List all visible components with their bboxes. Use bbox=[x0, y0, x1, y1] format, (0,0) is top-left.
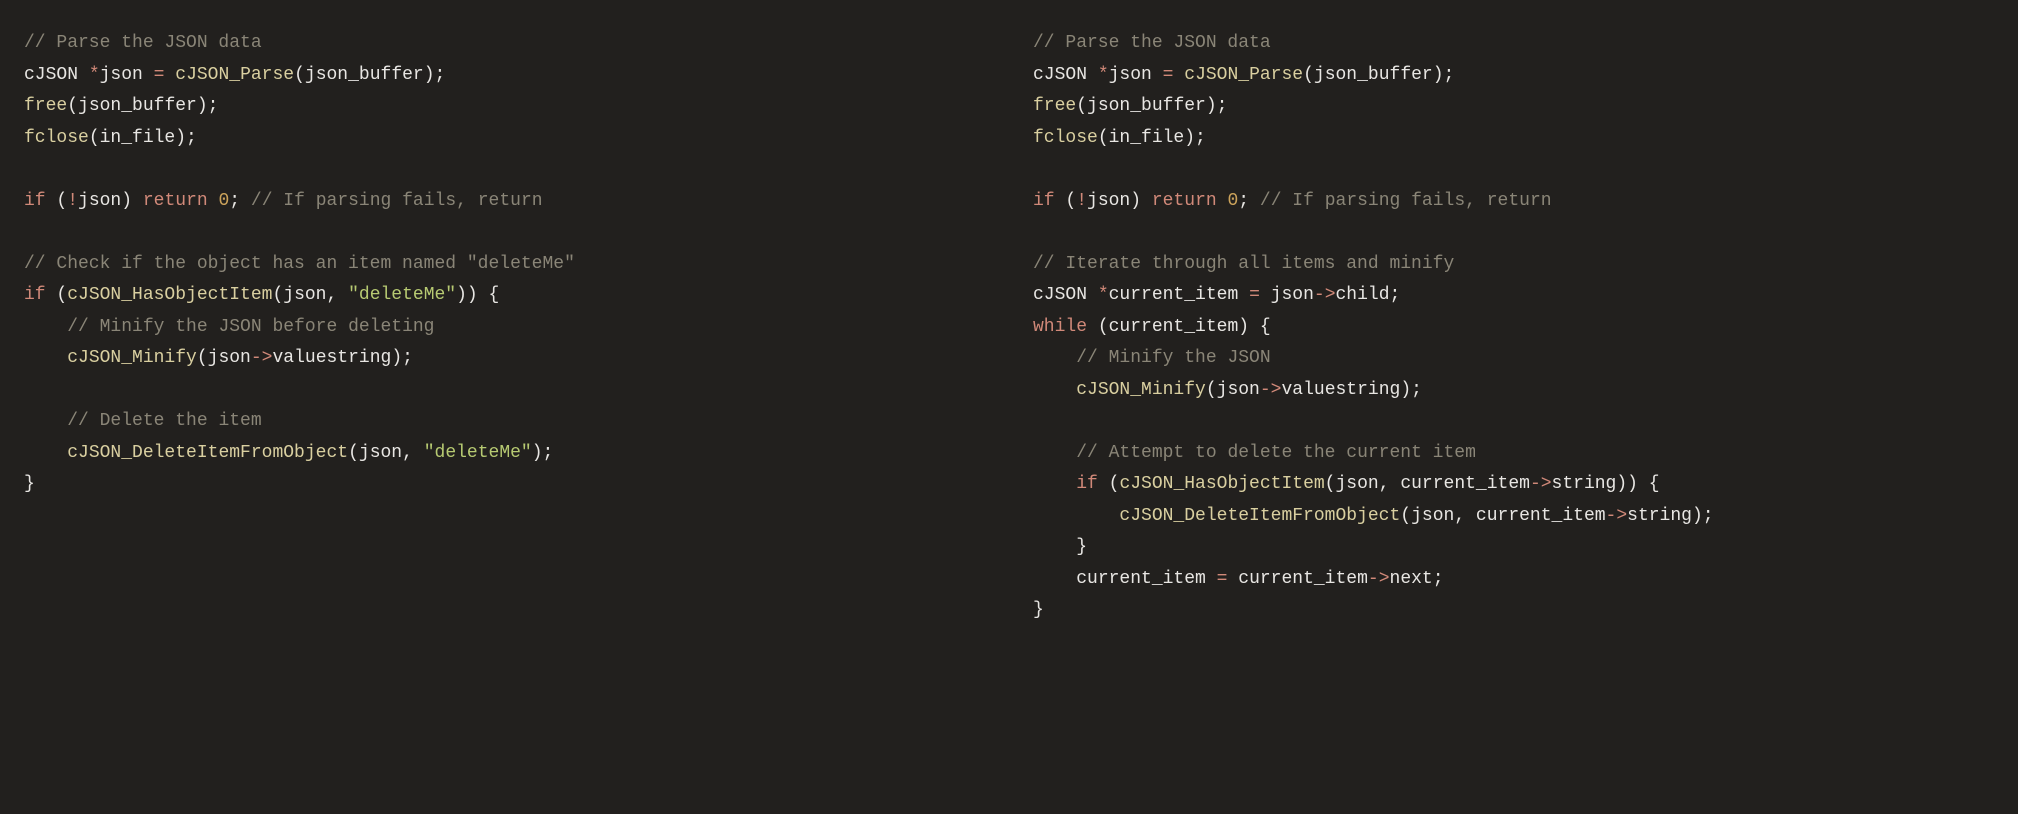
code-line: fclose(in_file); bbox=[24, 123, 985, 155]
code-line: if (!json) return 0; // If parsing fails… bbox=[1033, 186, 1994, 218]
right-code-pane: // Parse the JSON datacJSON *json = cJSO… bbox=[1009, 0, 2018, 655]
diff-container: // Parse the JSON datacJSON *json = cJSO… bbox=[0, 0, 2018, 655]
code-line: cJSON_DeleteItemFromObject(json, current… bbox=[1033, 501, 1994, 533]
code-line: if (cJSON_HasObjectItem(json, current_it… bbox=[1033, 469, 1994, 501]
code-line: // Minify the JSON before deleting bbox=[24, 312, 985, 344]
code-line bbox=[1033, 217, 1994, 249]
code-line: while (current_item) { bbox=[1033, 312, 1994, 344]
code-line: if (cJSON_HasObjectItem(json, "deleteMe"… bbox=[24, 280, 985, 312]
code-line: // Check if the object has an item named… bbox=[24, 249, 985, 281]
code-line bbox=[1033, 406, 1994, 438]
code-line: current_item = current_item->next; bbox=[1033, 564, 1994, 596]
code-line: } bbox=[24, 469, 985, 501]
code-line: // Iterate through all items and minify bbox=[1033, 249, 1994, 281]
left-code-pane: // Parse the JSON datacJSON *json = cJSO… bbox=[0, 0, 1009, 655]
code-line: cJSON_Minify(json->valuestring); bbox=[24, 343, 985, 375]
code-line bbox=[24, 375, 985, 407]
code-line: } bbox=[1033, 532, 1994, 564]
code-line: // Parse the JSON data bbox=[24, 28, 985, 60]
code-line: // Minify the JSON bbox=[1033, 343, 1994, 375]
code-line bbox=[1033, 154, 1994, 186]
code-line: fclose(in_file); bbox=[1033, 123, 1994, 155]
code-line: if (!json) return 0; // If parsing fails… bbox=[24, 186, 985, 218]
code-line: // Parse the JSON data bbox=[1033, 28, 1994, 60]
code-line: free(json_buffer); bbox=[24, 91, 985, 123]
code-line: cJSON *current_item = json->child; bbox=[1033, 280, 1994, 312]
code-line: } bbox=[1033, 595, 1994, 627]
code-line: cJSON *json = cJSON_Parse(json_buffer); bbox=[24, 60, 985, 92]
code-line: // Attempt to delete the current item bbox=[1033, 438, 1994, 470]
code-line bbox=[24, 217, 985, 249]
code-line: cJSON_DeleteItemFromObject(json, "delete… bbox=[24, 438, 985, 470]
code-line: free(json_buffer); bbox=[1033, 91, 1994, 123]
code-line bbox=[24, 154, 985, 186]
code-line: // Delete the item bbox=[24, 406, 985, 438]
code-line: cJSON *json = cJSON_Parse(json_buffer); bbox=[1033, 60, 1994, 92]
code-line: cJSON_Minify(json->valuestring); bbox=[1033, 375, 1994, 407]
